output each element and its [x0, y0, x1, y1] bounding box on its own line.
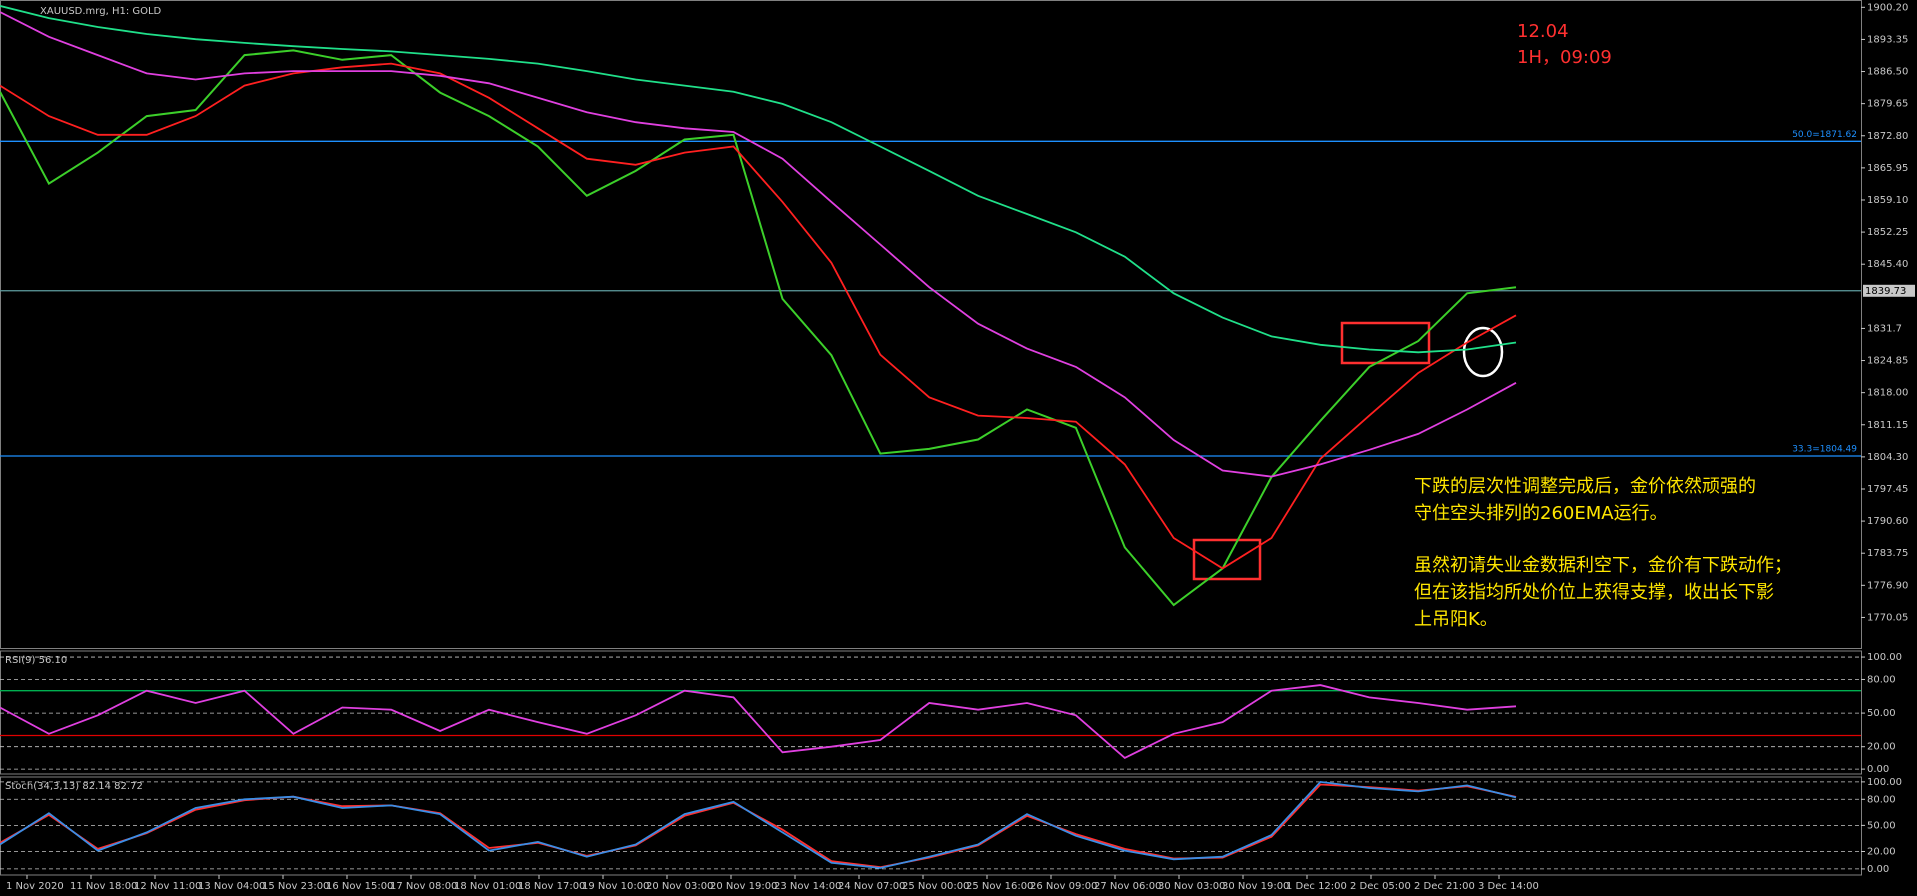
x-tick-label: 27 Nov 06:00: [1094, 881, 1161, 892]
y-tick-label: 1900.20: [1867, 2, 1908, 13]
y-tick-label: 1893.35: [1867, 34, 1908, 45]
y-tick-label: 1824.85: [1867, 356, 1908, 367]
highlight-box: [1340, 321, 1431, 365]
y-tick-label: 1804.30: [1867, 452, 1908, 463]
y-tick-label: 1783.75: [1867, 548, 1908, 559]
x-tick-label: 16 Nov 15:00: [326, 881, 393, 892]
level-label: 33.3=1804.49: [1792, 444, 1857, 454]
indicator-line: [0, 62, 1517, 570]
x-tick-label: 25 Nov 16:00: [966, 881, 1033, 892]
x-tick-label: 25 Nov 00:00: [902, 881, 969, 892]
y-tick-label: 1776.90: [1867, 580, 1908, 591]
price-line: [0, 49, 1517, 607]
y-tick-label: 1865.95: [1867, 163, 1908, 174]
y-tick-label: 50.00: [1867, 820, 1896, 831]
y-tick-label: 100.00: [1867, 777, 1902, 788]
time-note: 1H，09:09: [1517, 47, 1612, 68]
y-tick-label: 0.00: [1867, 764, 1889, 775]
x-tick-label: 1 Dec 12:00: [1286, 881, 1347, 892]
y-tick-label: 50.00: [1867, 708, 1896, 719]
chart-title: XAUUSD.mrg, H1: GOLD: [40, 6, 162, 17]
y-tick-label: 1845.40: [1867, 259, 1908, 270]
y-tick-label: 1859.10: [1867, 195, 1908, 206]
highlight-box: [1192, 538, 1262, 581]
y-tick-label: 1886.50: [1867, 67, 1908, 78]
level-label: 50.0=1871.62: [1792, 130, 1857, 140]
y-tick-label: 100.00: [1867, 652, 1902, 663]
x-tick-label: 30 Nov 19:00: [1222, 881, 1289, 892]
x-tick-label: 17 Nov 08:00: [390, 881, 457, 892]
x-tick-label: 13 Nov 04:00: [198, 881, 265, 892]
indicator-line: [0, 684, 1517, 759]
x-tick-label: 3 Dec 14:00: [1478, 881, 1539, 892]
indicator-line: [0, 780, 1517, 869]
rsi-panel-frame: [0, 650, 1862, 775]
annotation-note: 下跌的层次性调整完成后，金价依然顽强的: [1414, 476, 1756, 497]
stoch-panel-frame: [0, 776, 1862, 876]
rsi-title: RSI(9) 56.10: [5, 655, 67, 666]
y-tick-label: 1872.80: [1867, 131, 1908, 142]
y-tick-label: 1797.45: [1867, 484, 1908, 495]
y-tick-label: 80.00: [1867, 794, 1896, 805]
x-tick-label: 19 Nov 10:00: [582, 881, 649, 892]
y-tick-label: 1770.05: [1867, 612, 1908, 623]
y-tick-label: 1811.15: [1867, 420, 1908, 431]
x-tick-label: 11 Nov 18:00: [70, 881, 137, 892]
y-tick-label: 20.00: [1867, 847, 1896, 858]
y-tick-label: 1852.25: [1867, 227, 1908, 238]
y-tick-label: 20.00: [1867, 742, 1896, 753]
x-tick-label: 18 Nov 17:00: [518, 881, 585, 892]
annotation-note: 守住空头排列的260EMA运行。: [1414, 503, 1668, 524]
indicator-line: [0, 11, 1517, 478]
x-tick-label: 23 Nov 14:00: [774, 881, 841, 892]
y-tick-label: 1831.7: [1867, 323, 1902, 334]
y-tick-label: 1790.60: [1867, 516, 1908, 527]
highlight-ellipse: [1462, 326, 1504, 378]
x-tick-label: 2 Dec 21:00: [1414, 881, 1475, 892]
x-tick-label: 12 Nov 11:00: [134, 881, 201, 892]
x-tick-label: 2 Dec 05:00: [1350, 881, 1411, 892]
annotation-note: 但在该指均所处价位上获得支撑，收出长下影: [1414, 582, 1774, 603]
stoch-title: Stoch(34,3,13) 82.14 82.72: [5, 781, 143, 792]
x-tick-label: 24 Nov 07:00: [838, 881, 905, 892]
annotation-note: 虽然初请失业金数据利空下，金价有下跌动作；: [1414, 555, 1792, 576]
current-price-label: 1839.73: [1865, 286, 1906, 297]
x-tick-label: 15 Nov 23:00: [262, 881, 329, 892]
y-tick-label: 1818.00: [1867, 388, 1908, 399]
y-tick-label: 80.00: [1867, 674, 1896, 685]
annotation-note: 上吊阳K。: [1414, 609, 1498, 630]
main-panel-frame: [0, 0, 1862, 649]
indicator-line: [0, 5, 1517, 354]
x-tick-label: 26 Nov 09:00: [1030, 881, 1097, 892]
x-tick-label: 18 Nov 01:00: [454, 881, 521, 892]
date-note: 12.04: [1517, 21, 1569, 42]
price-label-bg: [1863, 284, 1915, 297]
y-tick-label: 1879.65: [1867, 99, 1908, 110]
x-tick-label: 1 Nov 2020: [6, 881, 64, 892]
x-tick-label: 20 Nov 19:00: [710, 881, 777, 892]
x-tick-label: 30 Nov 03:00: [1158, 881, 1225, 892]
x-tick-label: 20 Nov 03:00: [646, 881, 713, 892]
y-tick-label: 0.00: [1867, 864, 1889, 875]
